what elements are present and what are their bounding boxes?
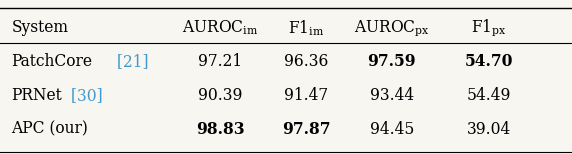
Text: 93.44: 93.44 [370,87,414,104]
Text: 97.87: 97.87 [282,121,330,138]
Text: F1$_{\mathregular{im}}$: F1$_{\mathregular{im}}$ [288,18,324,38]
Text: 98.83: 98.83 [196,121,245,138]
Text: PatchCore: PatchCore [11,53,93,70]
Text: [21]: [21] [112,53,148,70]
Text: System: System [11,19,69,36]
Text: 97.21: 97.21 [198,53,243,70]
Text: 96.36: 96.36 [284,53,328,70]
Text: 97.59: 97.59 [367,53,416,70]
Text: 54.49: 54.49 [467,87,511,104]
Text: 94.45: 94.45 [370,121,414,138]
Text: 39.04: 39.04 [467,121,511,138]
Text: AUROC$_{\mathregular{px}}$: AUROC$_{\mathregular{px}}$ [354,18,430,38]
Text: F1$_{\mathregular{px}}$: F1$_{\mathregular{px}}$ [471,17,507,38]
Text: [30]: [30] [66,87,102,104]
Text: PRNet: PRNet [11,87,62,104]
Text: APC (our): APC (our) [11,121,88,138]
Text: AUROC$_{\mathregular{im}}$: AUROC$_{\mathregular{im}}$ [182,18,259,37]
Text: 54.70: 54.70 [465,53,513,70]
Text: 90.39: 90.39 [198,87,243,104]
Text: 91.47: 91.47 [284,87,328,104]
